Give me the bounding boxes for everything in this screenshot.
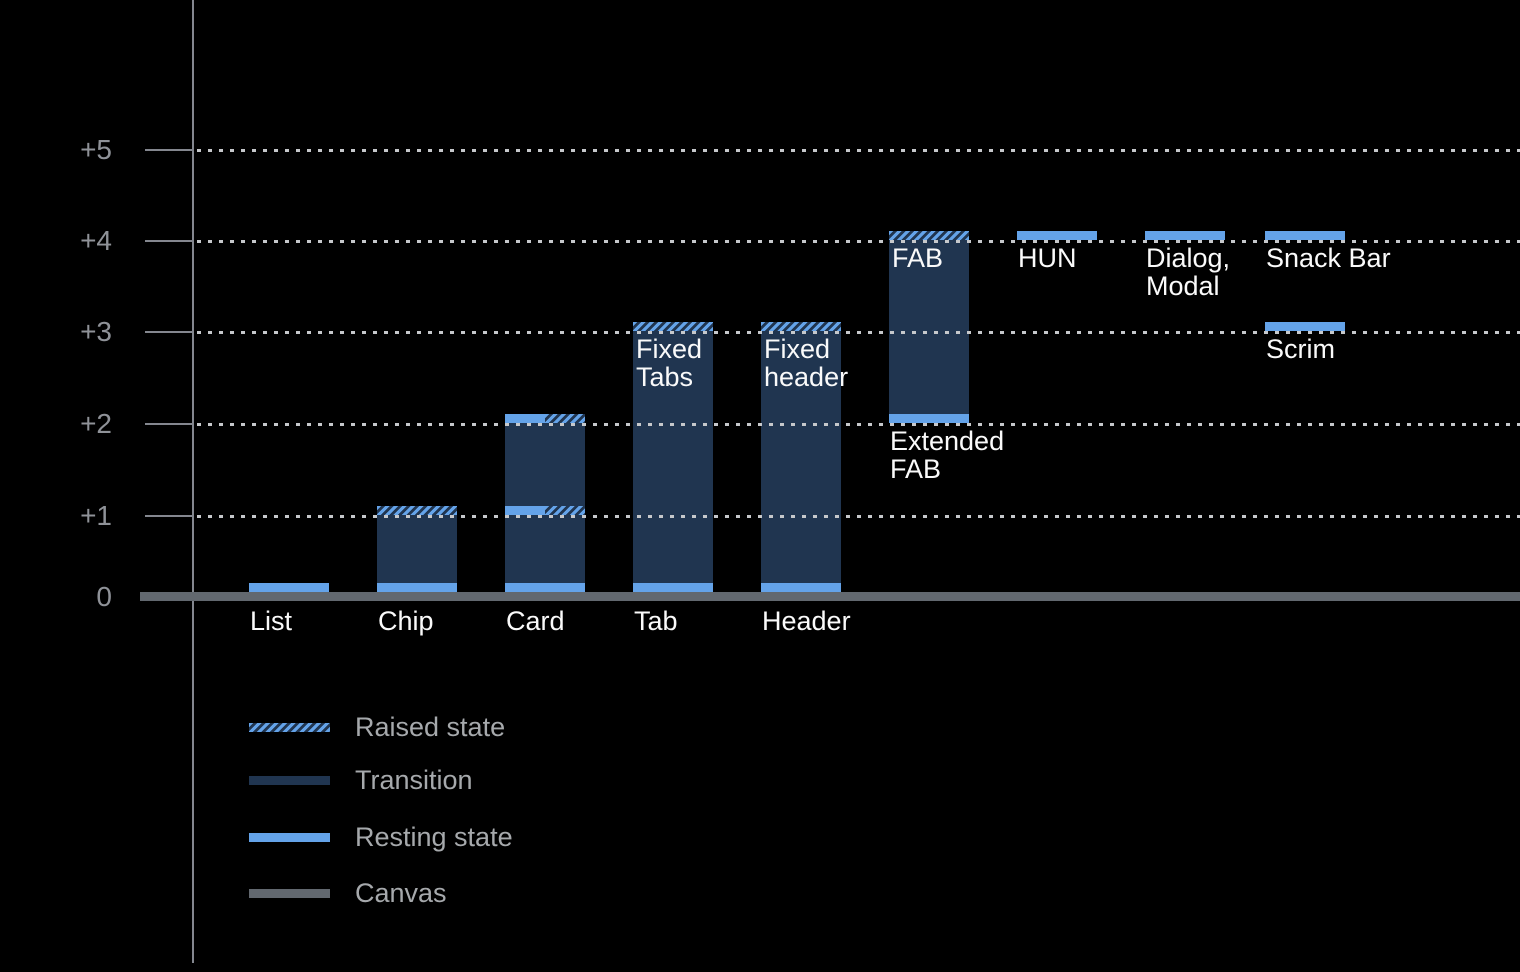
- bar-card-resting-l0: [505, 583, 585, 592]
- bar-fab-raised-l4: [889, 231, 969, 240]
- label-chip: Chip: [378, 606, 434, 636]
- label-tab: Tab: [634, 606, 678, 636]
- ytick-label-+3: +3: [80, 316, 112, 347]
- bar-header-resting-l0: [761, 583, 841, 592]
- gridline-4: [197, 240, 1520, 243]
- legend-label-canvas: Canvas: [355, 878, 447, 908]
- legend-label-raised: Raised state: [355, 712, 506, 742]
- legend-swatch-raised: [249, 723, 330, 732]
- bar-list-resting-l0: [249, 583, 329, 592]
- ytick-label-0: 0: [96, 581, 112, 612]
- bar-card-resting-l1: [505, 506, 545, 515]
- bar-scrim-resting-l3: [1265, 322, 1345, 331]
- label-scrim: Scrim: [1266, 334, 1335, 364]
- bar-card-resting-l2: [505, 414, 545, 423]
- bar-header-raised-l3: [761, 322, 841, 331]
- y-axis-line: [192, 0, 194, 963]
- bar-chip-raised-l1: [377, 506, 457, 515]
- label-list: List: [250, 606, 293, 636]
- bar-card-raised-l2: [545, 414, 585, 423]
- bar-chip-resting-l0: [377, 583, 457, 592]
- tick-line-4: [145, 240, 194, 242]
- ytick-label-+1: +1: [80, 500, 112, 531]
- bar-tab-resting-l0: [633, 583, 713, 592]
- tick-line-5: [145, 149, 194, 151]
- bar-header-transition: [761, 322, 841, 592]
- gridline-5: [197, 149, 1520, 152]
- label-hun: HUN: [1018, 243, 1077, 273]
- tick-line-2: [145, 423, 194, 425]
- bar-tab-transition: [633, 322, 713, 592]
- bar-fab-resting-l2: [889, 414, 969, 423]
- legend-label-resting: Resting state: [355, 822, 513, 852]
- legend-swatch-transition: [249, 776, 330, 785]
- canvas-baseline: [140, 592, 1520, 601]
- ytick-label-+2: +2: [80, 408, 112, 439]
- legend-swatch-canvas: [249, 889, 330, 898]
- label-inner-fab: FAB: [892, 243, 944, 273]
- bar-tab-raised-l3: [633, 322, 713, 331]
- label-inner-tab: Fixed Tabs: [636, 334, 703, 392]
- label-inner-header: Fixed header: [764, 334, 849, 392]
- tick-line-1: [145, 515, 194, 517]
- tick-line-3: [145, 331, 194, 333]
- gridline-3: [197, 331, 1520, 334]
- ytick-label-+5: +5: [80, 134, 112, 165]
- label-fab: Extended FAB: [890, 426, 1005, 484]
- bar-card-raised-l1: [545, 506, 585, 515]
- ytick-label-+4: +4: [80, 225, 112, 256]
- gridline-1: [197, 515, 1520, 518]
- label-dialog-modal: Dialog, Modal: [1146, 243, 1231, 301]
- bar-snack-bar-resting-l4: [1265, 231, 1345, 240]
- bar-fab-transition: [889, 231, 969, 423]
- label-header: Header: [762, 606, 851, 636]
- legend-swatch-resting: [249, 833, 330, 842]
- bar-dialog-modal-resting-l4: [1145, 231, 1225, 240]
- bar-hun-resting-l4: [1017, 231, 1097, 240]
- legend-label-transition: Transition: [355, 765, 473, 795]
- label-snack-bar: Snack Bar: [1266, 243, 1391, 273]
- gridline-2: [197, 423, 1520, 426]
- bar-card-transition: [505, 414, 585, 592]
- label-card: Card: [506, 606, 565, 636]
- bar-chip-transition: [377, 506, 457, 592]
